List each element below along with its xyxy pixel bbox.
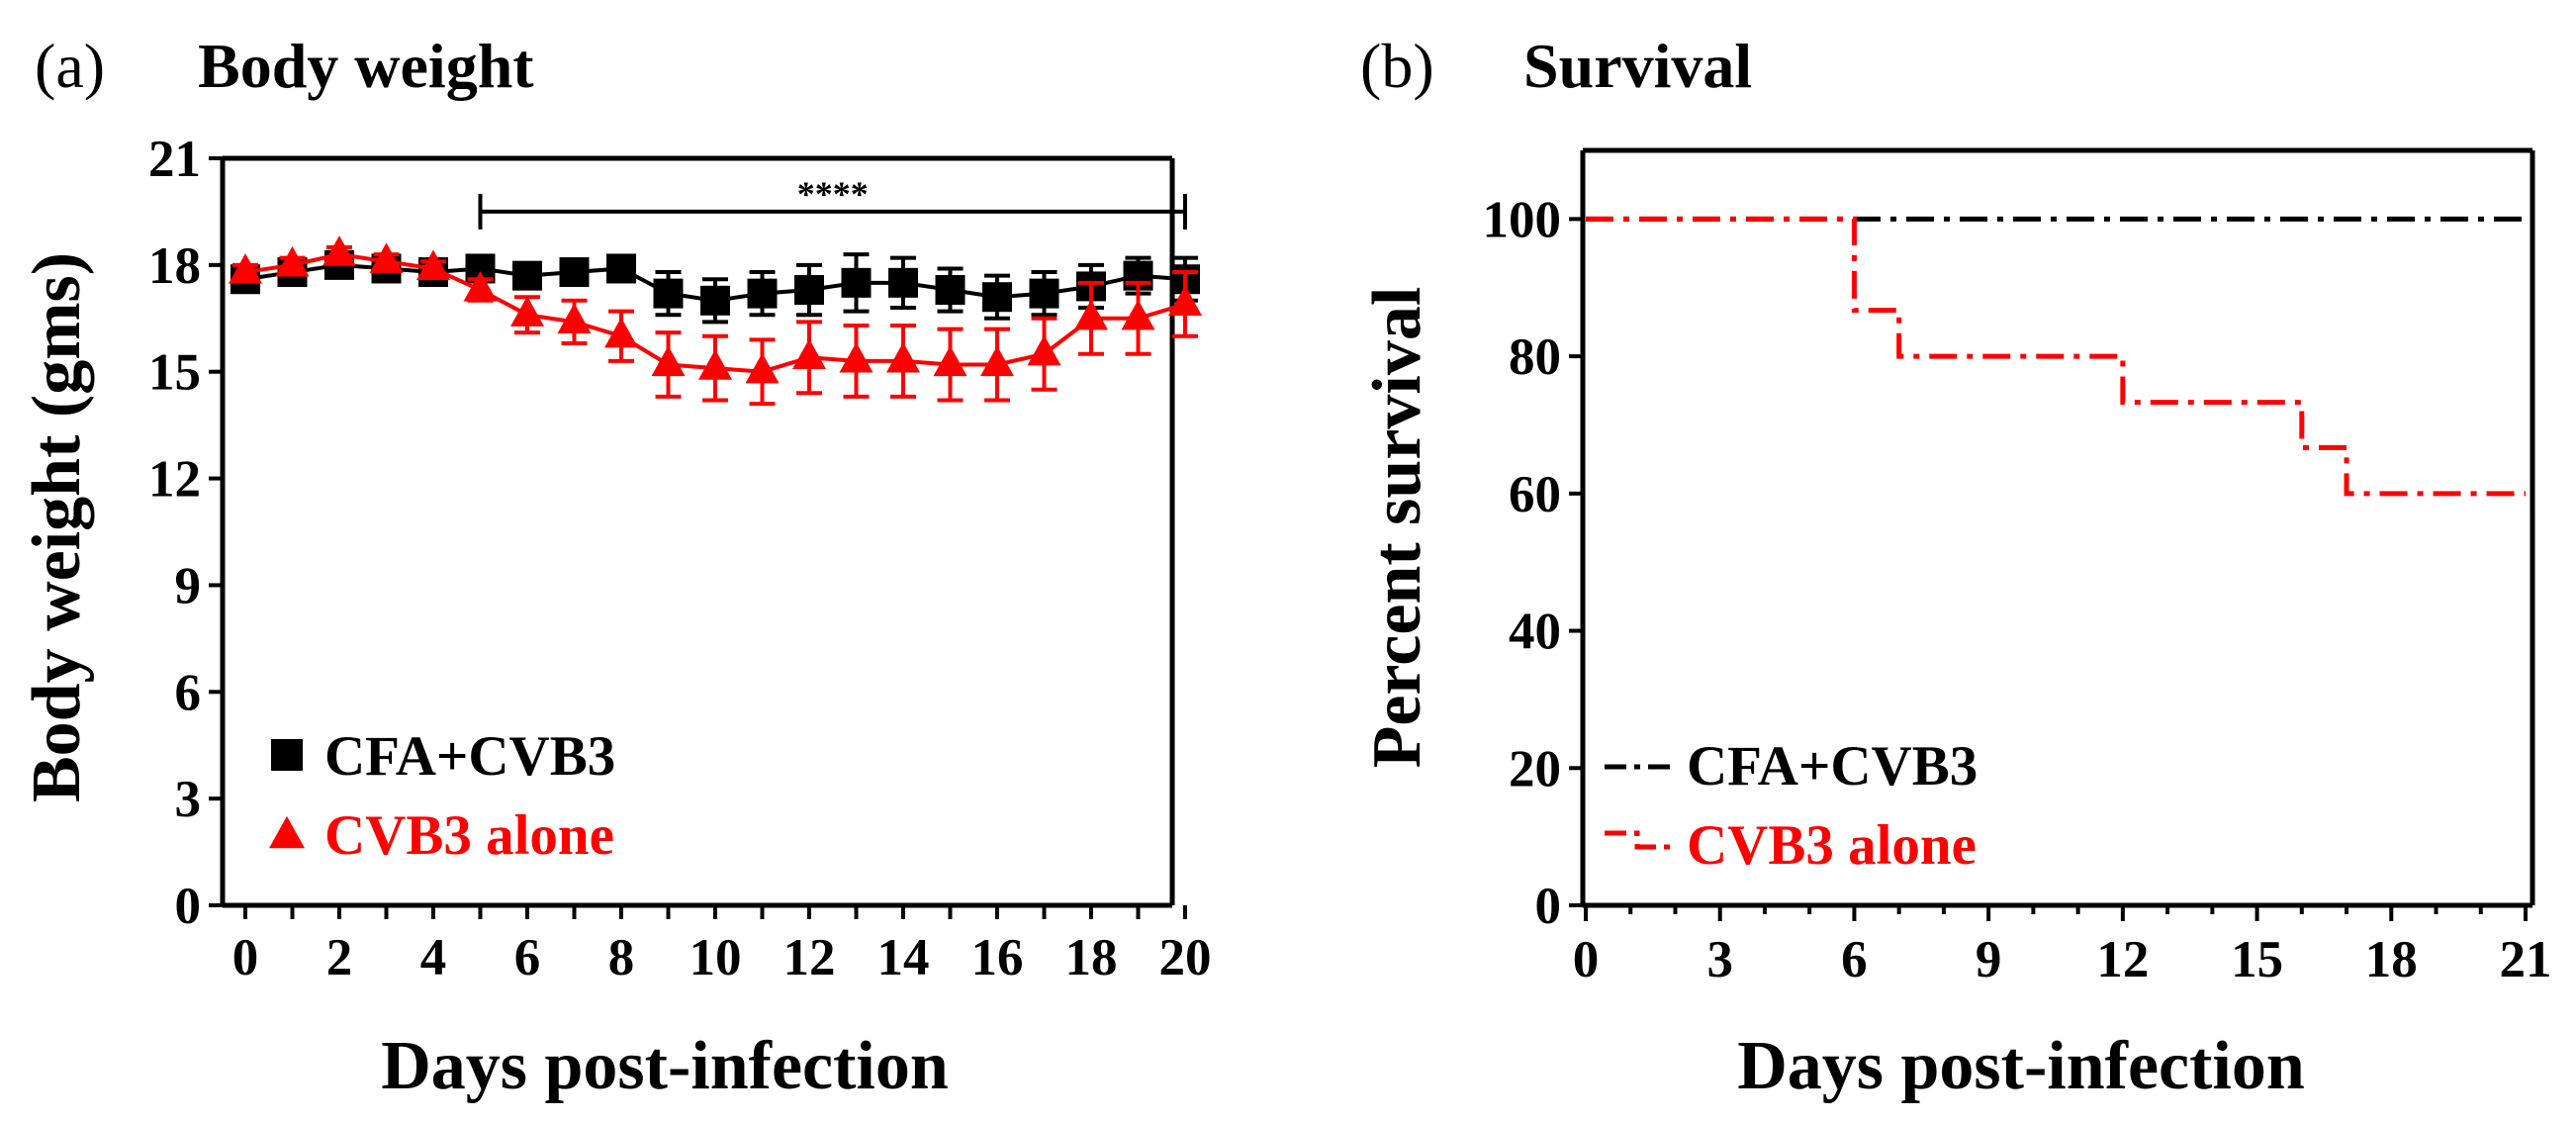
- data-point: [839, 341, 874, 373]
- x-tick-label: 6: [1841, 931, 1868, 988]
- y-tick-label: 9: [175, 557, 202, 614]
- significance-label: ****: [797, 174, 869, 214]
- data-point: [935, 275, 966, 306]
- data-point: [512, 260, 542, 291]
- data-point: [841, 267, 872, 298]
- panel-b-series: [1586, 216, 2526, 497]
- panel-b-x-axis-label: Days post-infection: [1737, 1028, 2305, 1104]
- data-point: [700, 285, 730, 316]
- data-point: [1074, 299, 1108, 330]
- x-tick-label: 4: [420, 929, 447, 986]
- legend-marker-triangle: [269, 815, 305, 849]
- data-point: [980, 345, 1014, 377]
- y-tick-label: 20: [1509, 740, 1561, 797]
- x-tick-label: 15: [2231, 931, 2283, 988]
- panel-a: (a) Body weight Body weight (gms) Days p…: [19, 31, 1212, 1104]
- legend-label-cfa-cvb3: CFA+CVB3: [324, 725, 615, 788]
- x-tick-label: 14: [877, 929, 930, 986]
- data-point: [557, 303, 592, 334]
- panel-a-label: (a): [35, 31, 105, 101]
- y-tick-label: 12: [148, 451, 201, 509]
- data-point: [559, 257, 590, 288]
- data-point: [982, 282, 1012, 313]
- panel-b: (b) Survival Percent survival Days post-…: [1359, 31, 2552, 1104]
- x-tick-label: 8: [608, 929, 635, 986]
- x-tick-label: 0: [232, 929, 259, 986]
- x-tick-label: 18: [2365, 931, 2418, 988]
- data-point: [229, 253, 262, 284]
- survival-curve-cvb3-alone: [1586, 216, 2526, 497]
- panel-a-title: Body weight: [198, 31, 534, 101]
- panel-b-label: (b): [1360, 31, 1434, 101]
- x-tick-label: 16: [971, 929, 1024, 986]
- legend-label-cfa-cvb3-survival: CFA+CVB3: [1687, 735, 1978, 797]
- x-tick-label: 3: [1706, 931, 1733, 988]
- data-point: [698, 349, 732, 380]
- data-point: [606, 253, 636, 284]
- data-point: [745, 352, 780, 384]
- panel-a-legend: CFA+CVB3 CVB3 alone: [269, 725, 615, 867]
- data-point: [933, 345, 967, 377]
- y-tick-label: 15: [148, 344, 201, 402]
- legend-line-red: [1605, 830, 1672, 850]
- panel-a-y-axis-label: Body weight (gms): [19, 252, 95, 802]
- legend-label-cvb3-alone-survival: CVB3 alone: [1687, 814, 1977, 877]
- x-tick-label: 18: [1065, 929, 1118, 986]
- y-tick-label: 6: [175, 664, 202, 721]
- x-tick-label: 20: [1159, 929, 1212, 986]
- data-point: [794, 275, 824, 306]
- x-tick-label: 0: [1573, 931, 1600, 988]
- y-tick-label: 3: [175, 771, 202, 828]
- panel-b-legend: CFA+CVB3 CVB3 alone: [1605, 735, 1978, 877]
- data-point: [747, 278, 778, 309]
- data-point: [886, 341, 920, 373]
- panel-a-x-axis-label: Days post-infection: [381, 1028, 949, 1104]
- x-tick-label: 12: [2096, 931, 2149, 988]
- data-point: [653, 278, 684, 309]
- data-point: [322, 235, 356, 266]
- data-point: [651, 345, 686, 377]
- series-cfa-cvb3: [230, 249, 1200, 325]
- data-point: [1121, 299, 1155, 330]
- data-point: [1027, 334, 1061, 366]
- legend-label-cvb3-alone: CVB3 alone: [324, 804, 614, 867]
- y-tick-label: 0: [175, 878, 202, 935]
- x-tick-label: 10: [690, 929, 742, 986]
- x-tick-label: 12: [783, 929, 836, 986]
- panel-b-axes: 0 20 40 60 80 100 0 3 6 9 12 15 18 21: [1483, 147, 2552, 988]
- data-point: [792, 338, 826, 369]
- data-point: [604, 317, 638, 348]
- panel-b-y-axis-label: Percent survival: [1359, 287, 1435, 769]
- data-point: [1168, 285, 1202, 317]
- data-point: [510, 296, 544, 327]
- data-point: [1029, 278, 1059, 309]
- data-point: [463, 271, 498, 302]
- data-point: [275, 245, 310, 277]
- x-tick-label: 6: [514, 929, 541, 986]
- series-cvb3-alone: [229, 235, 1202, 407]
- legend-marker-square: [271, 739, 303, 771]
- panel-a-series: [229, 235, 1202, 407]
- y-tick-label: 18: [148, 237, 201, 295]
- panel-b-title: Survival: [1523, 31, 1752, 101]
- data-point: [416, 249, 450, 281]
- y-tick-label: 0: [1535, 878, 1562, 935]
- x-tick-label: 9: [1976, 931, 2002, 988]
- panel-a-significance: ****: [478, 174, 1187, 230]
- y-tick-label: 80: [1509, 328, 1561, 386]
- y-tick-label: 40: [1509, 604, 1561, 661]
- data-point: [888, 267, 918, 298]
- x-tick-label: 2: [326, 929, 353, 986]
- data-point: [369, 242, 404, 273]
- y-tick-label: 100: [1483, 191, 1562, 248]
- y-tick-label: 21: [148, 131, 201, 188]
- panel-a-axes: 0 3 6 9 12 15 18 21 0 2 4 6 8 10 12 14 16 18 20: [148, 131, 1212, 986]
- x-tick-label: 21: [2500, 931, 2552, 988]
- y-tick-label: 60: [1509, 466, 1561, 523]
